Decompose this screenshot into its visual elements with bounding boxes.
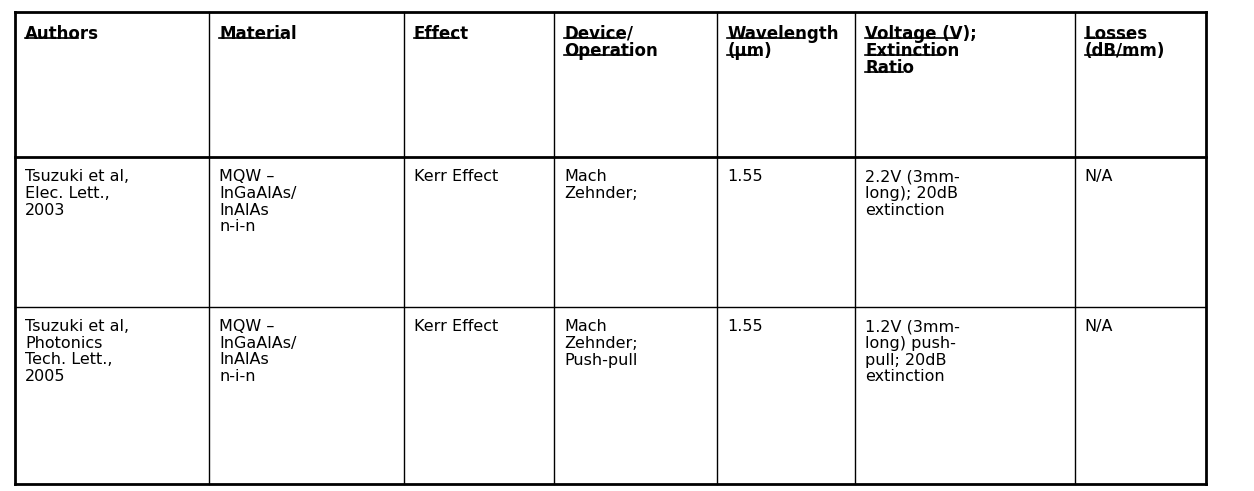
Text: (dB/mm): (dB/mm) <box>1085 42 1165 59</box>
Text: long); 20dB: long); 20dB <box>865 186 958 201</box>
Text: N/A: N/A <box>1085 169 1114 185</box>
Text: extinction: extinction <box>865 369 944 384</box>
Text: Device/: Device/ <box>564 25 633 43</box>
Text: InGaAlAs/: InGaAlAs/ <box>219 186 297 201</box>
Text: Photonics: Photonics <box>25 336 103 351</box>
Text: Mach: Mach <box>564 169 607 185</box>
Text: 2005: 2005 <box>25 369 65 384</box>
Text: Operation: Operation <box>564 42 658 59</box>
Text: Kerr Effect: Kerr Effect <box>414 169 498 185</box>
Text: MQW –: MQW – <box>219 319 275 334</box>
Text: 1.2V (3mm-: 1.2V (3mm- <box>865 319 961 334</box>
Text: Zehnder;: Zehnder; <box>564 336 638 351</box>
Text: N/A: N/A <box>1085 319 1114 334</box>
Text: Ratio: Ratio <box>865 58 914 77</box>
Text: Extinction: Extinction <box>865 42 959 59</box>
Text: Material: Material <box>219 25 297 43</box>
Text: Zehnder;: Zehnder; <box>564 186 638 201</box>
Text: 1.55: 1.55 <box>727 169 762 185</box>
Text: Authors: Authors <box>25 25 99 43</box>
Text: Kerr Effect: Kerr Effect <box>414 319 498 334</box>
Text: Push-pull: Push-pull <box>564 353 638 367</box>
Text: InAlAs: InAlAs <box>219 353 270 367</box>
Text: MQW –: MQW – <box>219 169 275 185</box>
Text: Elec. Lett.,: Elec. Lett., <box>25 186 110 201</box>
Text: (μm): (μm) <box>727 42 772 59</box>
Text: Tech. Lett.,: Tech. Lett., <box>25 353 113 367</box>
Text: Voltage (V);: Voltage (V); <box>865 25 977 43</box>
Text: Wavelength: Wavelength <box>727 25 839 43</box>
Text: n-i-n: n-i-n <box>219 219 256 234</box>
Text: long) push-: long) push- <box>865 336 956 351</box>
Text: 1.55: 1.55 <box>727 319 762 334</box>
Text: extinction: extinction <box>865 203 944 218</box>
Text: Mach: Mach <box>564 319 607 334</box>
Text: 2003: 2003 <box>25 203 65 218</box>
Text: Tsuzuki et al,: Tsuzuki et al, <box>25 319 129 334</box>
Text: pull; 20dB: pull; 20dB <box>865 353 947 367</box>
Text: Losses: Losses <box>1085 25 1147 43</box>
Text: n-i-n: n-i-n <box>219 369 256 384</box>
Text: 2.2V (3mm-: 2.2V (3mm- <box>865 169 961 185</box>
Text: InGaAlAs/: InGaAlAs/ <box>219 336 297 351</box>
Text: InAlAs: InAlAs <box>219 203 270 218</box>
Text: Tsuzuki et al,: Tsuzuki et al, <box>25 169 129 185</box>
Text: Effect: Effect <box>414 25 469 43</box>
